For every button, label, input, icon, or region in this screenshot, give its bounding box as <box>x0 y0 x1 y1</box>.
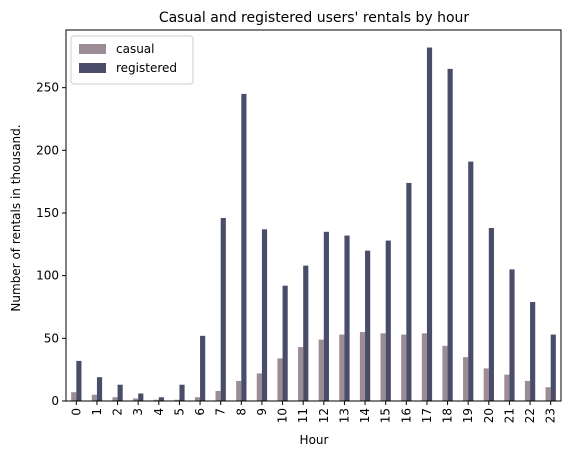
bar-casual-21 <box>504 374 510 401</box>
bar-registered-19 <box>468 161 474 401</box>
bar-casual-23 <box>545 387 551 401</box>
bar-casual-12 <box>318 339 324 401</box>
bar-registered-7 <box>220 218 226 401</box>
bar-registered-14 <box>365 250 371 401</box>
x-tick-label: 6 <box>193 408 207 416</box>
x-tick-label: 11 <box>296 408 310 423</box>
bar-registered-9 <box>261 229 268 401</box>
bar-casual-0 <box>71 392 77 401</box>
chart-title: Casual and registered users' rentals by … <box>159 10 470 26</box>
x-tick-label: 16 <box>399 408 413 423</box>
x-tick-label: 21 <box>502 408 516 423</box>
bar-casual-8 <box>236 380 242 401</box>
y-tick-label: 150 <box>36 206 59 220</box>
x-tick-label: 15 <box>379 408 393 423</box>
bar-registered-5 <box>179 384 185 401</box>
bars-group <box>71 47 556 402</box>
bar-registered-2 <box>117 384 123 401</box>
bar-casual-6 <box>194 397 201 401</box>
x-tick-label: 17 <box>420 408 434 423</box>
bar-registered-22 <box>530 301 536 401</box>
bar-casual-15 <box>380 333 386 401</box>
x-tick-label: 18 <box>441 408 455 423</box>
y-ticks: 0 50 100 150 200 250 <box>36 81 66 408</box>
x-tick-label: 20 <box>482 408 496 423</box>
legend: casual registered <box>70 35 194 85</box>
bar-registered-1 <box>96 377 103 401</box>
bar-registered-13 <box>344 235 350 401</box>
x-tick-label: 23 <box>544 408 558 423</box>
x-tick-label: 0 <box>69 408 83 416</box>
y-tick-label: 250 <box>36 81 59 95</box>
plot-frame <box>65 29 562 402</box>
legend-label-registered: registered <box>116 61 177 75</box>
legend-label-casual: casual <box>116 42 155 56</box>
bar-registered-18 <box>447 68 453 401</box>
y-tick-label: 50 <box>44 331 59 345</box>
x-tick-label: 14 <box>358 408 372 423</box>
bar-registered-8 <box>241 93 247 402</box>
bar-casual-9 <box>256 373 262 401</box>
bar-casual-10 <box>277 358 283 401</box>
x-tick-label: 22 <box>523 408 537 423</box>
x-tick-label: 9 <box>255 408 269 416</box>
x-tick-label: 5 <box>172 408 186 416</box>
x-tick-label: 3 <box>131 408 145 416</box>
bar-casual-5 <box>174 399 180 401</box>
x-ticks: 0 1 2 3 4 5 6 7 8 9 10 11 12 13 14 15 16 17 18 19 20 21 22 23 <box>69 401 558 423</box>
bar-registered-20 <box>488 228 494 401</box>
bar-registered-4 <box>158 397 164 401</box>
bar-casual-16 <box>401 334 407 401</box>
bar-registered-15 <box>385 240 391 401</box>
bar-registered-21 <box>509 269 515 401</box>
bar-casual-1 <box>91 394 97 401</box>
bar-registered-6 <box>200 335 206 401</box>
bar-casual-2 <box>112 397 118 401</box>
bar-casual-22 <box>524 380 531 401</box>
x-tick-label: 7 <box>214 408 228 416</box>
x-tick-label: 13 <box>337 408 351 423</box>
x-tick-label: 1 <box>90 408 104 416</box>
legend-swatch-registered <box>79 63 106 73</box>
x-tick-label: 4 <box>152 408 166 416</box>
x-tick-label: 8 <box>234 408 248 416</box>
y-tick-label: 200 <box>36 143 59 157</box>
bar-registered-23 <box>550 334 556 401</box>
x-axis-label: Hour <box>300 433 329 447</box>
y-tick-label: 100 <box>36 269 59 283</box>
bar-casual-19 <box>463 357 469 401</box>
x-tick-label: 2 <box>111 408 125 416</box>
bar-registered-11 <box>303 265 309 401</box>
bar-registered-3 <box>138 393 144 401</box>
y-tick-label: 0 <box>51 394 59 408</box>
bar-casual-20 <box>483 368 489 401</box>
x-tick-label: 10 <box>276 408 290 423</box>
bar-registered-17 <box>426 47 433 402</box>
bar-registered-16 <box>406 182 412 401</box>
bar-casual-18 <box>442 345 448 401</box>
bar-casual-13 <box>339 334 345 401</box>
bar-casual-4 <box>153 399 159 401</box>
bar-casual-11 <box>298 347 304 401</box>
bar-casual-7 <box>215 390 221 401</box>
bar-registered-12 <box>323 231 329 401</box>
y-axis-label: Number of rentals in thousand. <box>9 124 23 311</box>
bar-casual-17 <box>421 333 427 401</box>
bar-registered-0 <box>76 360 82 401</box>
x-tick-label: 19 <box>461 408 475 423</box>
bar-casual-14 <box>359 332 366 401</box>
legend-swatch-casual <box>79 44 106 54</box>
bar-registered-10 <box>282 285 288 401</box>
bar-casual-3 <box>133 398 139 401</box>
x-tick-label: 12 <box>317 408 331 423</box>
